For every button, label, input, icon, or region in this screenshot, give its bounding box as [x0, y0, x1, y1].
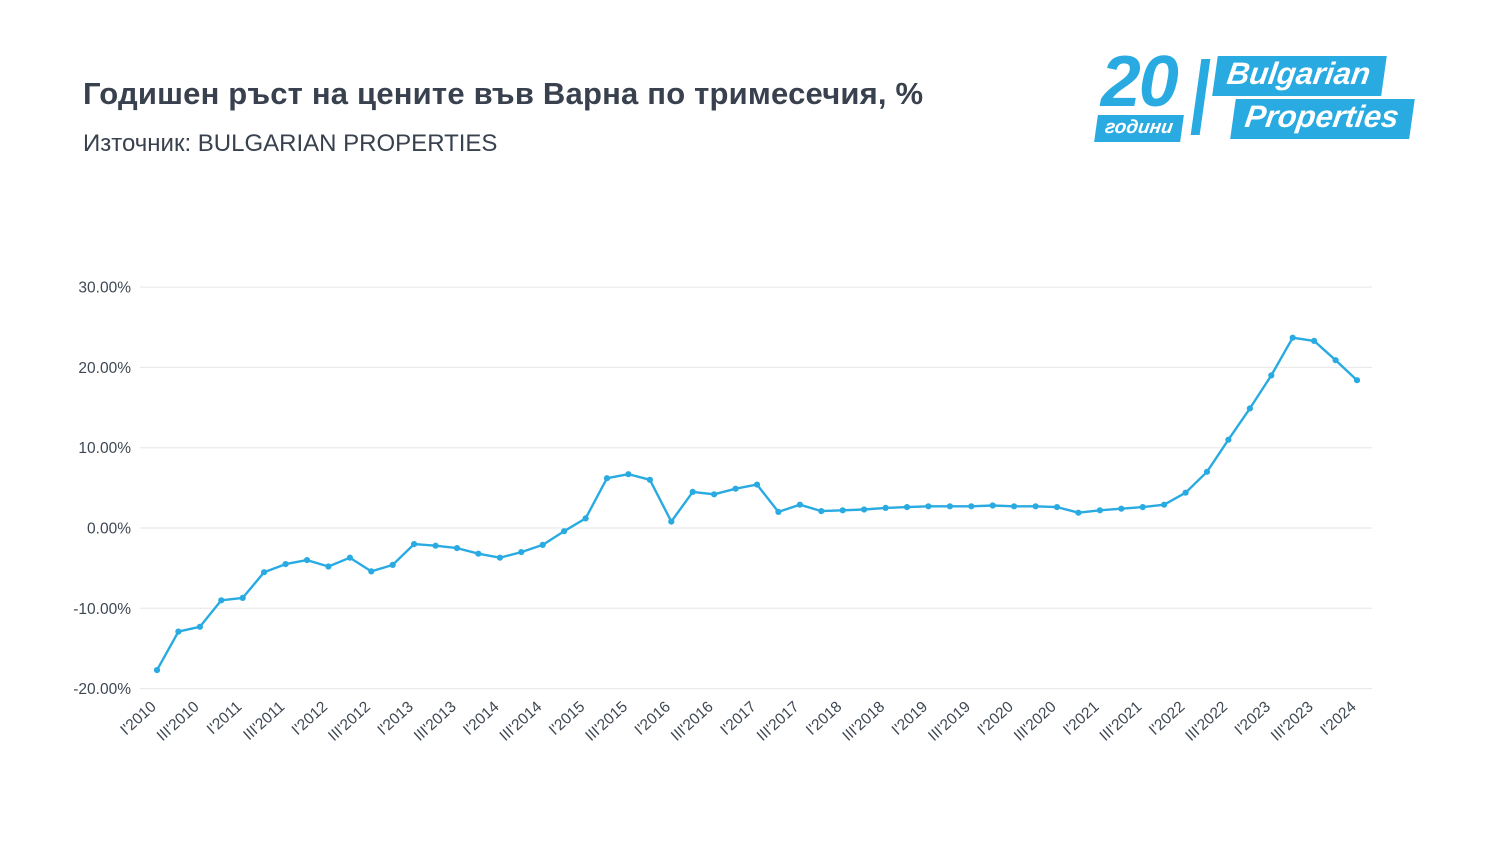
data-point-marker [1311, 337, 1318, 344]
data-point-marker [1118, 505, 1125, 512]
data-point-marker [732, 485, 739, 492]
data-point-marker [668, 518, 675, 525]
data-point-marker [389, 561, 396, 569]
x-axis-tick-label: III'2014 [497, 698, 546, 745]
data-point-marker [968, 503, 975, 510]
data-point-marker [711, 491, 718, 498]
data-point-marker [368, 568, 375, 575]
logo-anniversary-number: 20 [1100, 42, 1179, 122]
data-point-marker [1161, 501, 1168, 508]
data-point-marker [1053, 504, 1061, 511]
logo-brand-line2: Properties [1229, 99, 1415, 139]
x-axis-tick-label: III'2019 [925, 698, 974, 744]
data-point-marker [1353, 377, 1361, 384]
data-point-marker [411, 541, 418, 548]
x-axis-tick-label: III'2013 [411, 698, 460, 744]
logo-divider [1190, 59, 1210, 136]
x-axis-tick-label: III'2018 [839, 698, 888, 744]
data-point-marker [689, 488, 696, 495]
x-axis-tick-label: III'2023 [1268, 698, 1317, 744]
data-point-marker [261, 569, 268, 576]
data-point-marker [1139, 504, 1146, 511]
data-point-marker [1203, 468, 1211, 475]
x-axis-tick-label: III'2012 [325, 698, 374, 744]
data-point-marker [1182, 489, 1189, 496]
data-point-marker [218, 597, 225, 604]
data-point-marker [303, 557, 311, 564]
data-point-marker [518, 549, 525, 556]
data-point-marker [539, 541, 546, 549]
x-axis-tick-label: III'2020 [1011, 698, 1060, 745]
data-point-marker [753, 481, 761, 488]
data-point-marker [1289, 334, 1296, 341]
data-point-marker [775, 508, 782, 515]
logo-anniversary-block: 20 години [1094, 42, 1184, 143]
data-point-marker [282, 561, 289, 568]
data-point-marker [582, 515, 589, 522]
y-axis-tick-label: 0.00% [87, 521, 131, 538]
data-point-marker [432, 542, 439, 549]
data-point-marker [453, 545, 461, 552]
y-axis-tick-label: -20.00% [73, 681, 131, 698]
x-axis-tick-label: III'2016 [668, 698, 717, 744]
logo-brand-line1: Bulgarian [1211, 55, 1387, 96]
logo-brand-name: Bulgarian Properties [1211, 55, 1415, 139]
x-axis-tick-label: I'2011 [204, 698, 246, 738]
data-point-marker [1246, 405, 1253, 412]
x-axis-tick-label: I'2024 [1317, 698, 1360, 739]
source-subtitle: Източник: BULGARIAN PROPERTIES [83, 130, 498, 157]
data-point-marker [839, 507, 846, 514]
data-point-marker [925, 503, 932, 510]
data-point-marker [625, 471, 632, 478]
data-point-marker [496, 554, 503, 561]
x-axis-tick-label: III'2017 [754, 698, 803, 744]
data-point-marker [989, 502, 996, 509]
x-axis-tick-label: III'2015 [582, 698, 631, 744]
y-axis-tick-label: 20.00% [78, 360, 131, 377]
y-axis-tick-label: -10.00% [73, 601, 131, 618]
y-axis-tick-label: 30.00% [78, 280, 131, 297]
data-point-marker [561, 528, 568, 535]
data-point-marker [1011, 503, 1018, 510]
data-point-marker [346, 554, 353, 561]
x-axis-tick-label: III'2011 [240, 698, 288, 744]
x-axis-tick-label: III'2022 [1182, 698, 1231, 744]
data-point-marker [946, 503, 954, 510]
page-title: Годишен ръст на цените във Варна по трим… [83, 76, 924, 111]
chart-header: Годишен ръст на цените във Варна по трим… [83, 76, 923, 158]
data-point-marker [1332, 357, 1339, 364]
data-point-marker [1268, 372, 1275, 379]
data-point-marker [153, 667, 161, 674]
x-axis-tick-label: III'2010 [154, 698, 203, 745]
data-point-marker [1225, 436, 1232, 443]
data-point-marker [196, 623, 203, 630]
data-point-marker [1096, 507, 1103, 514]
data-point-marker [646, 476, 654, 483]
data-point-marker [796, 501, 804, 508]
data-point-marker [903, 504, 911, 511]
data-point-marker [1032, 503, 1039, 510]
data-point-marker [861, 506, 868, 513]
data-point-marker [325, 563, 332, 570]
data-point-marker [175, 628, 182, 635]
data-point-marker [882, 504, 889, 511]
data-point-marker [239, 594, 246, 602]
data-point-marker [475, 550, 482, 557]
bulgarian-properties-logo: 20 години Bulgarian Properties [1094, 42, 1415, 143]
price-growth-series-line [155, 336, 1359, 672]
x-axis-tick-label: III'2021 [1097, 698, 1146, 744]
data-point-marker [1075, 509, 1082, 516]
y-axis-tick-label: 10.00% [78, 440, 131, 457]
data-point-marker [818, 508, 825, 515]
data-point-marker [603, 475, 611, 482]
logo-anniversary-years-label: години [1094, 115, 1184, 143]
